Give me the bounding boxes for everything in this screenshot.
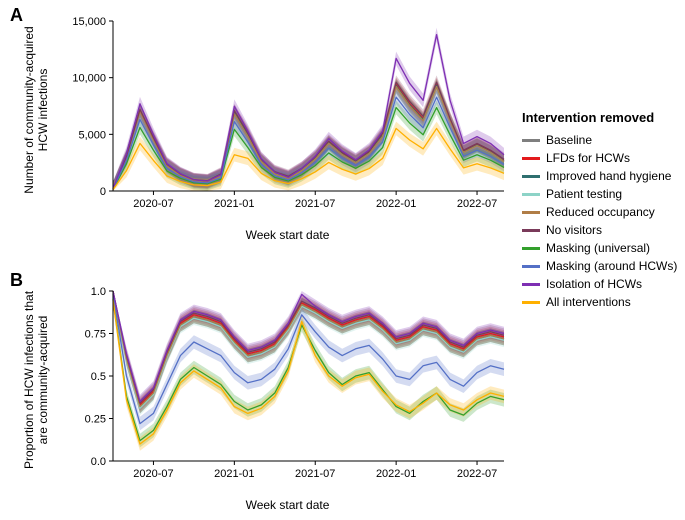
panel-b-xlabel: Week start date bbox=[65, 498, 510, 512]
legend-item: Improved hand hygiene bbox=[522, 167, 682, 185]
svg-text:0.0: 0.0 bbox=[91, 456, 106, 468]
figure-root: A Number of community-acquiredHCW infect… bbox=[0, 0, 685, 520]
legend-label: Masking (universal) bbox=[546, 241, 650, 255]
legend-swatch bbox=[522, 139, 540, 142]
svg-text:2021-01: 2021-01 bbox=[214, 468, 254, 480]
legend-label: Masking (around HCWs) bbox=[546, 259, 677, 273]
svg-text:2022-07: 2022-07 bbox=[457, 468, 497, 480]
legend-item: Isolation of HCWs bbox=[522, 275, 682, 293]
legend-swatch bbox=[522, 265, 540, 268]
legend-label: Isolation of HCWs bbox=[546, 277, 642, 291]
legend-label: Baseline bbox=[546, 133, 592, 147]
svg-text:2021-07: 2021-07 bbox=[295, 198, 335, 210]
svg-text:2022-01: 2022-01 bbox=[376, 198, 416, 210]
svg-text:2022-07: 2022-07 bbox=[457, 198, 497, 210]
legend-swatch bbox=[522, 229, 540, 232]
legend-item: Masking (universal) bbox=[522, 239, 682, 257]
legend-swatch bbox=[522, 247, 540, 250]
legend-item: Masking (around HCWs) bbox=[522, 257, 682, 275]
legend-swatch bbox=[522, 157, 540, 160]
svg-text:5,000: 5,000 bbox=[78, 129, 106, 141]
legend-item: Reduced occupancy bbox=[522, 203, 682, 221]
svg-text:2022-01: 2022-01 bbox=[376, 468, 416, 480]
svg-text:2020-07: 2020-07 bbox=[133, 198, 173, 210]
legend-label: Patient testing bbox=[546, 187, 622, 201]
svg-text:15,000: 15,000 bbox=[72, 16, 106, 28]
legend-item: No visitors bbox=[522, 221, 682, 239]
legend-item: LFDs for HCWs bbox=[522, 149, 682, 167]
svg-text:0.25: 0.25 bbox=[85, 414, 106, 426]
svg-text:0.5: 0.5 bbox=[91, 371, 106, 383]
legend-item: Baseline bbox=[522, 131, 682, 149]
legend-label: No visitors bbox=[546, 223, 602, 237]
legend-title: Intervention removed bbox=[522, 110, 682, 125]
panel-a-xlabel: Week start date bbox=[65, 228, 510, 242]
legend-label: LFDs for HCWs bbox=[546, 151, 630, 165]
legend: Intervention removed Baseline LFDs for HC… bbox=[522, 110, 682, 311]
legend-item: All interventions bbox=[522, 293, 682, 311]
svg-text:2021-01: 2021-01 bbox=[214, 198, 254, 210]
legend-label: Reduced occupancy bbox=[546, 205, 655, 219]
panel-a-chart: 0 5,000 10,000 15,000 2020-07 2021-01 2021-07 2… bbox=[65, 15, 510, 225]
svg-text:1.0: 1.0 bbox=[91, 286, 106, 298]
legend-label: Improved hand hygiene bbox=[546, 169, 671, 183]
legend-swatch bbox=[522, 211, 540, 214]
legend-swatch bbox=[522, 175, 540, 178]
panel-b-ylabel: Proportion of HCW infections thatare com… bbox=[22, 285, 50, 475]
svg-text:2020-07: 2020-07 bbox=[133, 468, 173, 480]
legend-swatch bbox=[522, 193, 540, 196]
svg-text:0: 0 bbox=[100, 186, 106, 198]
svg-text:0.75: 0.75 bbox=[85, 329, 106, 341]
svg-text:2021-07: 2021-07 bbox=[295, 468, 335, 480]
panel-b-chart: 0.0 0.25 0.5 0.75 1.0 2020-07 2021-01 2021-07 20… bbox=[65, 285, 510, 495]
legend-label: All interventions bbox=[546, 295, 631, 309]
legend-item: Patient testing bbox=[522, 185, 682, 203]
panel-a-ylabel: Number of community-acquiredHCW infectio… bbox=[22, 20, 50, 200]
legend-swatch bbox=[522, 283, 540, 286]
svg-text:10,000: 10,000 bbox=[72, 73, 106, 85]
legend-swatch bbox=[522, 301, 540, 304]
